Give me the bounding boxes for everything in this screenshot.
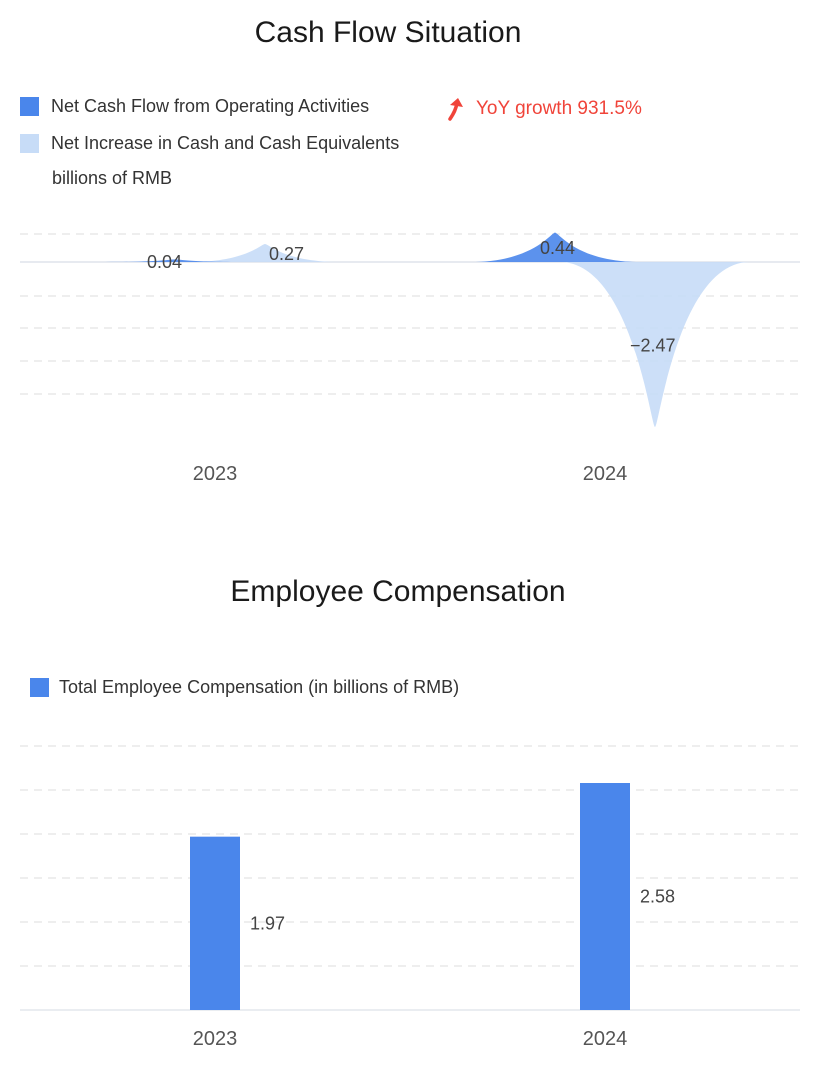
x-axis-label-2023: 2023 [193,463,238,485]
legend-swatch-net-increase-cash [20,134,39,153]
legend-item-operating-cash-flow[interactable]: Net Cash Flow from Operating Activities [20,96,369,117]
data-label: 2.58 [640,887,675,907]
legend-label-net-increase-cash: Net Increase in Cash and Cash Equivalent… [51,133,400,153]
yoy-growth-text: YoY growth 931.5% [476,98,642,119]
employee-compensation-title: Employee Compensation [230,575,566,608]
data-label: 0.27 [269,244,304,264]
data-label: −2.47 [630,336,676,356]
legend-label-employee-compensation: Total Employee Compensation (in billions… [59,677,460,697]
cash-flow-title: Cash Flow Situation [254,16,522,49]
area-spike-operating-cash-flow[interactable] [105,259,245,262]
area-spike-net-increase-cash[interactable] [560,262,750,427]
bar-2023[interactable] [190,836,240,1010]
x-axis-label-2024: 2024 [583,1028,628,1050]
area-spike-net-increase-cash[interactable] [190,243,340,262]
cash-flow-chart: 0.04 0.27 0.44 −2.47 2023 2024 [20,232,800,485]
legend-swatch-operating-cash-flow [20,97,39,116]
bar-2024[interactable] [580,783,630,1010]
data-label: 1.97 [250,913,285,933]
data-label: 0.44 [540,238,575,258]
unit-note: billions of RMB [52,168,173,188]
x-axis-label-2023: 2023 [193,1028,238,1050]
yoy-growth-badge: YoY growth 931.5% [446,97,642,121]
legend-item-net-increase-cash[interactable]: Net Increase in Cash and Cash Equivalent… [20,133,399,154]
area-spike-operating-cash-flow[interactable] [470,232,640,262]
data-label: 0.04 [147,252,182,272]
legend-swatch-employee-compensation [30,678,49,697]
arrow-up-icon [448,98,463,121]
employee-compensation-chart: 1.97 2.58 2023 2024 [20,745,800,1050]
x-axis-label-2024: 2024 [583,463,628,485]
legend-item-employee-compensation[interactable]: Total Employee Compensation (in billions… [30,677,459,698]
legend-label-operating-cash-flow: Net Cash Flow from Operating Activities [51,96,370,116]
